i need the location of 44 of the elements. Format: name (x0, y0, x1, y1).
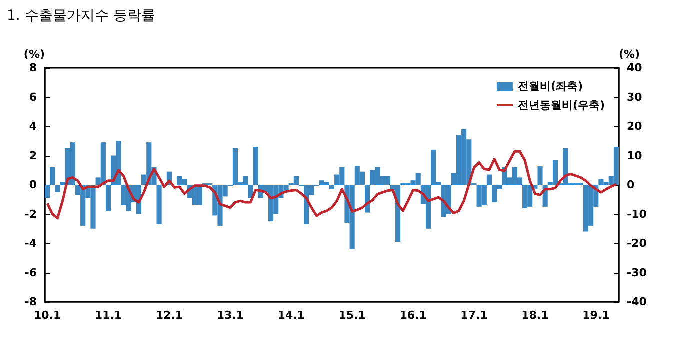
bar (106, 185, 112, 212)
x-tick-label: 18.1 (522, 309, 549, 322)
bar (538, 166, 543, 185)
bar (45, 185, 50, 198)
y-tick-label: -2 (24, 208, 37, 221)
y2-tick-label: -10 (627, 208, 648, 221)
bar (248, 185, 254, 198)
y-tick-label: -6 (24, 266, 38, 280)
x-tick-label: 13.1 (216, 309, 244, 322)
y-tick-label: 8 (29, 62, 37, 74)
y2-axis-title: (%) (619, 48, 640, 61)
y-tick-label: 0 (29, 178, 38, 192)
y2-tick-label: -20 (627, 237, 648, 250)
y-tick-label: -8 (24, 296, 37, 308)
y2-tick-label: 0 (627, 178, 635, 192)
x-tick-label: 19.1 (582, 309, 610, 322)
bar (253, 146, 258, 185)
legend-label: 전월비(좌축) (518, 80, 584, 93)
y-axis-title: (%) (24, 48, 45, 61)
x-tick-label: 15.1 (338, 309, 366, 322)
y-tick-label: 2 (29, 149, 37, 162)
y2-tick-label: 40 (627, 62, 643, 74)
legend-label: 전년동월비(우축) (518, 99, 606, 112)
y-tick-label: -4 (24, 237, 38, 250)
x-tick-label: 10.1 (34, 309, 62, 322)
bar (486, 174, 492, 185)
bar (55, 185, 60, 192)
y-tick-label: 6 (29, 90, 38, 104)
y2-tick-label: 30 (627, 90, 643, 104)
x-tick-label: 12.1 (156, 309, 184, 322)
y2-tick-label: 20 (627, 120, 643, 133)
bar (156, 185, 162, 224)
y2-tick-label: 10 (627, 149, 643, 162)
x-tick-label: 17.1 (460, 309, 488, 322)
y2-tick-label: -30 (627, 266, 648, 280)
chart-title: 1. 수출물가지수 등락률 (7, 8, 156, 24)
bar (50, 167, 56, 185)
bar (329, 185, 335, 190)
line-series (46, 150, 618, 220)
x-tick-label: 11.1 (94, 309, 122, 322)
x-tick-label: 16.1 (400, 309, 427, 322)
x-tick-label: 14.1 (278, 309, 305, 322)
y-tick-label: 4 (29, 120, 38, 133)
y2-tick-label: -40 (627, 296, 648, 308)
